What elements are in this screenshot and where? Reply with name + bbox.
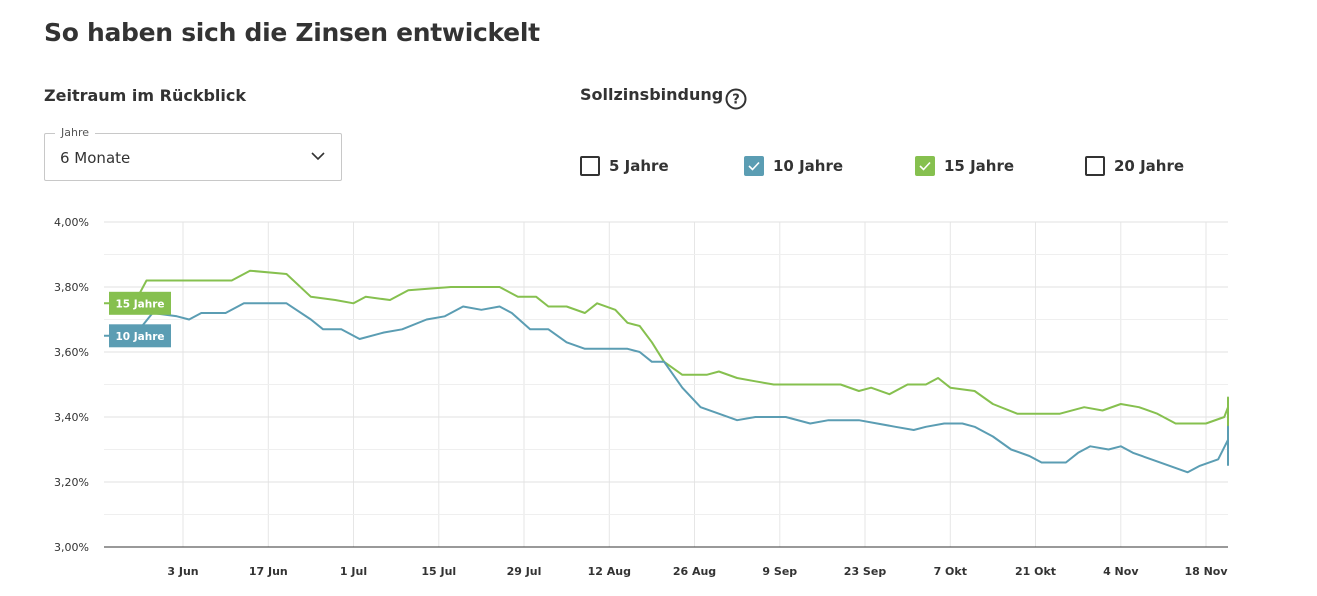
svg-text:?: ? [732,93,740,108]
series-badge-label: 15 Jahre [115,298,164,310]
checkbox-item-15-jahre[interactable]: 15 Jahre [915,156,1014,176]
x-tick-label: 21 Okt [1015,565,1056,578]
y-tick-label: 3,40% [54,411,89,424]
checkbox-20-jahre[interactable] [1085,156,1105,176]
x-tick-label: 1 Jul [340,565,367,578]
checkbox-label-15-jahre: 15 Jahre [944,157,1015,175]
checkbox-5-jahre[interactable] [580,156,600,176]
interest-rate-chart: 3,00% 3,20% 3,40% 3,60% 3,80% 4,00% 3 Jun 17 Ju… [54,216,1229,578]
series-badge [109,324,171,348]
checkmark-icon [748,161,760,171]
x-tick-label: 3 Jun [167,565,198,578]
period-label: Zeitraum im Rückblick [44,86,247,105]
x-tick-label: 17 Jun [249,565,288,578]
checkbox-label-20-jahre: 20 Jahre [1114,157,1185,175]
x-tick-label: 7 Okt [934,565,967,578]
chevron-down-icon [311,152,325,161]
x-tick-label: 29 Jul [507,565,542,578]
x-tick-label: 26 Aug [673,565,716,578]
y-tick-label: 3,20% [54,476,89,489]
series-line-10-jahre [104,302,1229,474]
series-line-15-jahre [104,269,1229,430]
x-tick-label: 4 Nov [1103,565,1139,578]
page-title: So haben sich die Zinsen entwickelt [44,18,540,47]
x-tick-label: 18 Nov [1184,565,1228,578]
y-tick-label: 3,60% [54,346,89,359]
checkmark-icon [919,161,931,171]
x-tick-label: 15 Jul [421,565,456,578]
x-tick-label: 12 Aug [588,565,631,578]
checkbox-15-jahre[interactable] [915,156,935,176]
period-select-value: 6 Monate [60,149,131,167]
y-tick-label: 3,00% [54,541,89,554]
period-select-legend: Jahre [55,126,96,139]
question-circle-icon[interactable]: ? [725,88,747,110]
checkbox-10-jahre[interactable] [744,156,764,176]
series-badge [109,291,171,315]
y-tick-label: 4,00% [54,216,89,229]
period-select[interactable]: Jahre 6 Monate [44,126,342,181]
binding-label: Sollzinsbindung [580,85,724,104]
checkbox-item-10-jahre[interactable]: 10 Jahre [744,156,843,176]
x-tick-label: 9 Sep [762,565,797,578]
y-tick-label: 3,80% [54,281,89,294]
checkbox-item-5-jahre[interactable]: 5 Jahre [580,156,669,176]
checkbox-label-10-jahre: 10 Jahre [773,157,844,175]
checkbox-label-5-jahre: 5 Jahre [609,157,669,175]
x-tick-label: 23 Sep [844,565,887,578]
checkbox-item-20-jahre[interactable]: 20 Jahre [1085,156,1184,176]
series-badge-label: 10 Jahre [115,331,164,343]
